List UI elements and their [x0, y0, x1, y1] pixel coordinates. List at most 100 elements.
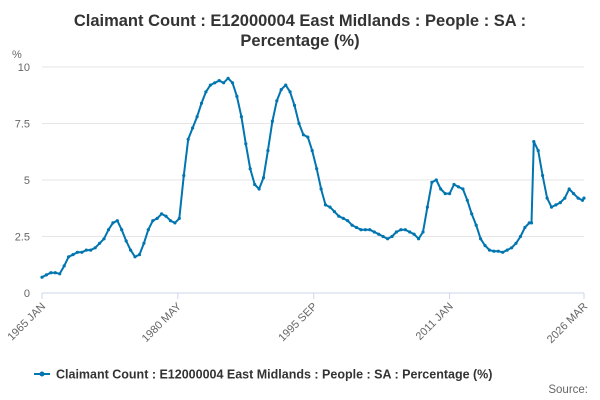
data-point[interactable]: [448, 192, 452, 196]
data-point[interactable]: [430, 180, 434, 184]
data-point[interactable]: [372, 230, 376, 234]
data-point[interactable]: [390, 234, 394, 239]
data-point[interactable]: [284, 83, 288, 87]
data-point[interactable]: [412, 232, 416, 236]
data-point[interactable]: [408, 230, 412, 234]
data-point[interactable]: [270, 119, 274, 123]
data-point[interactable]: [456, 185, 460, 189]
data-point[interactable]: [443, 192, 447, 196]
data-point[interactable]: [479, 237, 483, 241]
data-point[interactable]: [129, 248, 133, 252]
data-point[interactable]: [465, 198, 469, 202]
data-point[interactable]: [545, 196, 549, 200]
data-point[interactable]: [98, 241, 102, 245]
data-point[interactable]: [195, 115, 199, 119]
data-point[interactable]: [359, 228, 363, 232]
data-point[interactable]: [394, 230, 398, 234]
data-point[interactable]: [217, 79, 221, 83]
data-point[interactable]: [381, 234, 385, 239]
data-point[interactable]: [89, 248, 93, 252]
data-point[interactable]: [292, 103, 297, 107]
data-point[interactable]: [257, 187, 261, 191]
data-point[interactable]: [93, 246, 97, 250]
data-point[interactable]: [75, 250, 79, 254]
data-point[interactable]: [275, 99, 279, 103]
data-point[interactable]: [532, 140, 536, 144]
data-point[interactable]: [439, 187, 443, 191]
data-point[interactable]: [222, 81, 226, 85]
data-point[interactable]: [160, 212, 164, 216]
data-point[interactable]: [253, 182, 257, 187]
data-point[interactable]: [563, 196, 567, 200]
data-point[interactable]: [363, 228, 367, 232]
legend[interactable]: Claimant Count : E12000004 East Midlands…: [34, 368, 492, 382]
data-point[interactable]: [315, 167, 319, 171]
data-point[interactable]: [199, 101, 204, 105]
data-point[interactable]: [182, 173, 186, 178]
data-point[interactable]: [510, 246, 514, 250]
data-point[interactable]: [208, 83, 212, 87]
data-point[interactable]: [554, 203, 558, 207]
data-point[interactable]: [483, 243, 487, 248]
data-point[interactable]: [328, 205, 332, 209]
data-point[interactable]: [191, 126, 195, 130]
data-point[interactable]: [310, 149, 314, 153]
data-point[interactable]: [301, 133, 305, 137]
data-point[interactable]: [67, 255, 71, 259]
data-point[interactable]: [496, 249, 500, 253]
data-point[interactable]: [235, 94, 239, 98]
data-point[interactable]: [288, 90, 292, 94]
data-point[interactable]: [40, 275, 44, 279]
data-point[interactable]: [102, 237, 106, 241]
data-point[interactable]: [536, 149, 540, 153]
data-point[interactable]: [421, 230, 425, 234]
data-point[interactable]: [120, 228, 124, 232]
data-point[interactable]: [53, 271, 57, 275]
data-point[interactable]: [319, 187, 323, 191]
data-point[interactable]: [111, 221, 115, 225]
data-point[interactable]: [124, 239, 128, 243]
data-point[interactable]: [168, 219, 173, 223]
data-point[interactable]: [523, 225, 527, 230]
data-point[interactable]: [514, 241, 518, 245]
data-point[interactable]: [377, 232, 381, 236]
data-point[interactable]: [452, 182, 456, 187]
data-point[interactable]: [346, 219, 350, 223]
data-point[interactable]: [62, 264, 66, 268]
data-point[interactable]: [248, 167, 252, 171]
data-point[interactable]: [558, 201, 562, 205]
data-point[interactable]: [350, 223, 354, 227]
data-point[interactable]: [155, 216, 159, 220]
data-point[interactable]: [186, 137, 190, 141]
data-point[interactable]: [425, 205, 429, 209]
data-point[interactable]: [204, 90, 208, 94]
data-point[interactable]: [572, 192, 576, 196]
data-point[interactable]: [527, 221, 531, 225]
data-point[interactable]: [341, 216, 345, 220]
data-point[interactable]: [529, 221, 534, 225]
data-point[interactable]: [505, 248, 509, 252]
data-point[interactable]: [501, 250, 505, 254]
data-point[interactable]: [164, 214, 168, 218]
data-point[interactable]: [403, 228, 407, 232]
data-point[interactable]: [306, 135, 310, 139]
data-point[interactable]: [146, 228, 150, 232]
data-point[interactable]: [80, 250, 84, 254]
data-point[interactable]: [151, 219, 155, 223]
data-point[interactable]: [354, 225, 359, 230]
data-point[interactable]: [266, 149, 270, 153]
data-point[interactable]: [582, 196, 586, 200]
data-point[interactable]: [434, 178, 438, 182]
data-point[interactable]: [399, 228, 403, 232]
data-point[interactable]: [230, 81, 235, 85]
data-point[interactable]: [576, 196, 580, 200]
data-point[interactable]: [261, 176, 266, 180]
data-point[interactable]: [470, 212, 474, 216]
data-point[interactable]: [71, 253, 75, 257]
data-point[interactable]: [487, 248, 492, 252]
data-point[interactable]: [106, 228, 111, 232]
data-point[interactable]: [567, 187, 571, 191]
data-point[interactable]: [386, 237, 390, 241]
data-point[interactable]: [541, 173, 545, 178]
data-point[interactable]: [226, 76, 230, 80]
